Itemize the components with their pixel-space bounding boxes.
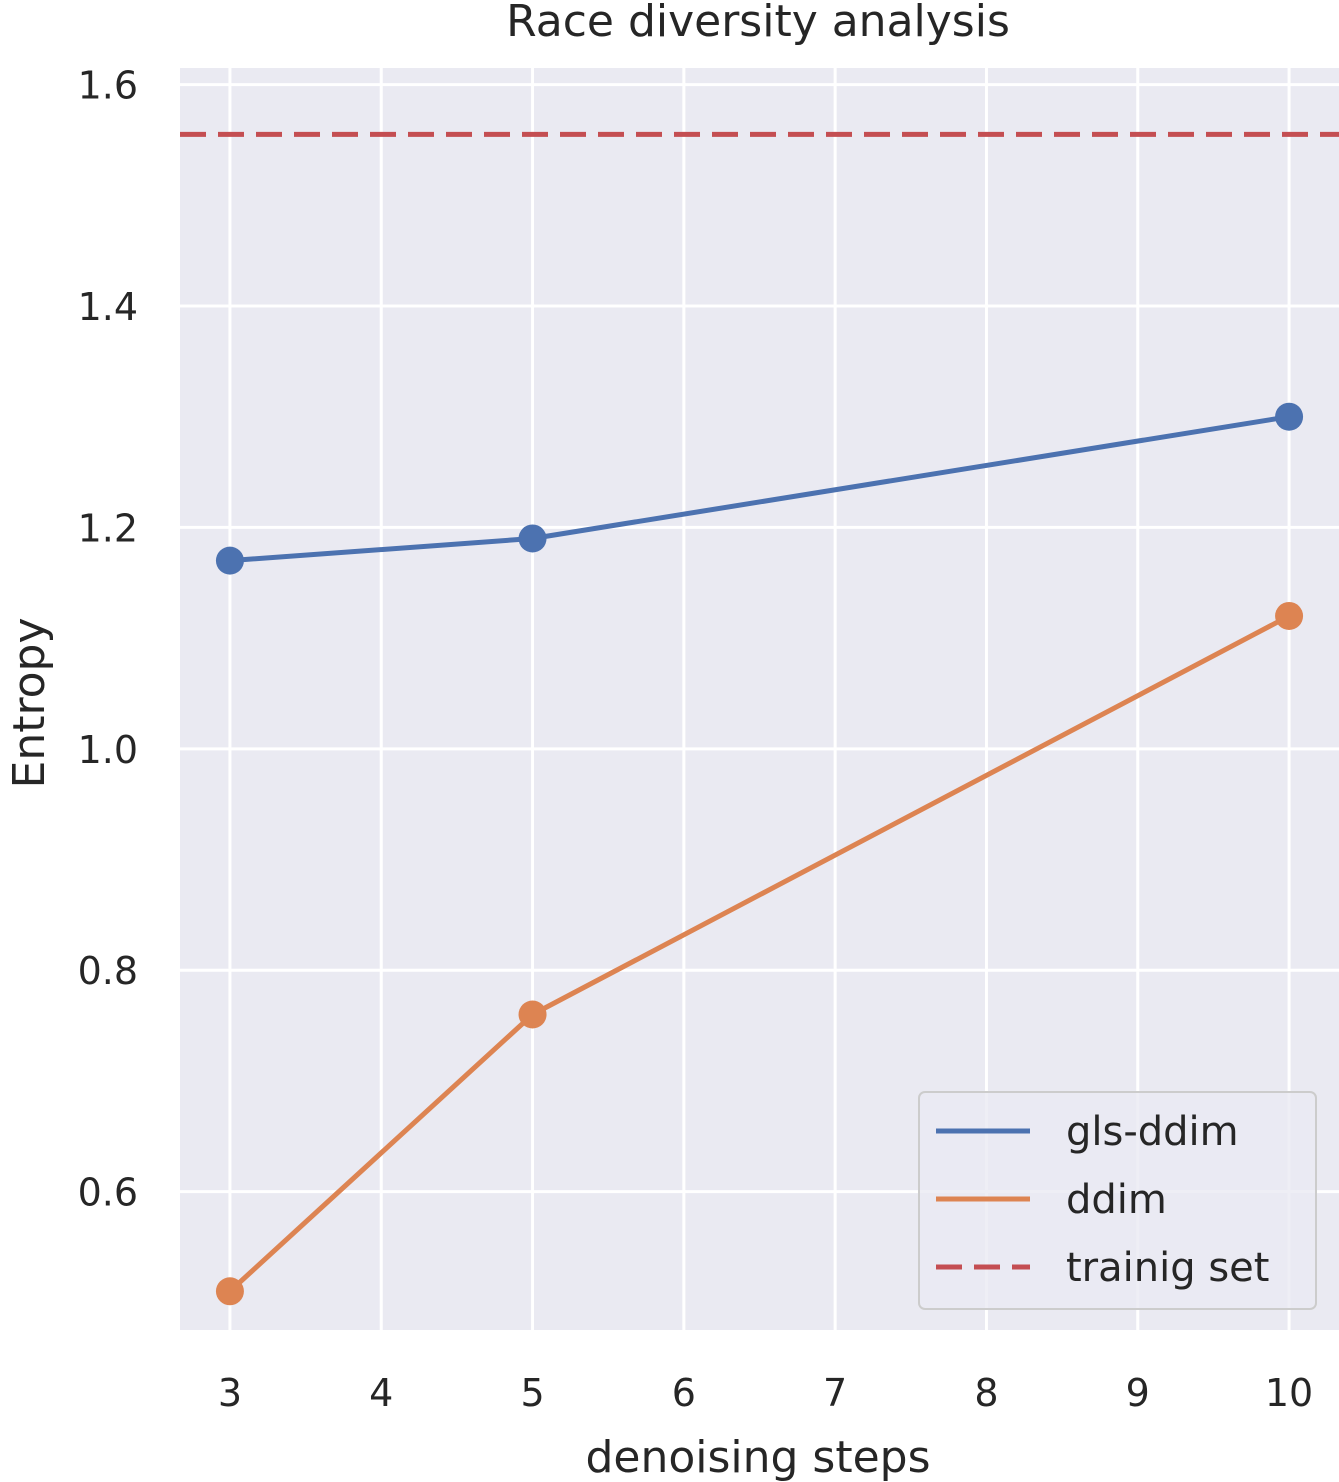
x-tick-label: 5 [520, 1371, 544, 1415]
y-tick-label: 1.0 [78, 728, 138, 772]
y-tick-label: 0.6 [78, 1171, 138, 1215]
series-group [215, 402, 1304, 1306]
y-tick-label: 1.6 [78, 64, 138, 108]
data-point-ddim [518, 1000, 547, 1029]
data-point-ddim [1275, 601, 1304, 630]
x-axis-label: denoising steps [585, 1432, 930, 1482]
data-point-ddim [215, 1277, 244, 1306]
y-tick-label: 0.8 [78, 949, 138, 993]
legend-label: trainig set [1066, 1245, 1269, 1291]
x-tick-label: 7 [823, 1371, 847, 1415]
legend: gls-ddim ddim trainig set [918, 1091, 1317, 1310]
data-point-gls-ddim [518, 524, 547, 553]
grid [180, 68, 1339, 1330]
x-tick-label: 10 [1265, 1371, 1313, 1415]
x-tick-label: 4 [369, 1371, 393, 1415]
x-tick-labels: 3 4 5 6 7 8 9 10 [218, 1371, 1313, 1415]
legend-box [918, 1091, 1317, 1310]
data-point-gls-ddim [1275, 402, 1304, 431]
y-axis-label: Entropy [4, 618, 55, 789]
x-tick-label: 3 [218, 1371, 242, 1415]
legend-label: gls-ddim [1066, 1109, 1239, 1155]
x-tick-label: 8 [974, 1371, 998, 1415]
y-tick-labels: 0.6 0.8 1.0 1.2 1.4 1.6 [78, 64, 138, 1215]
data-point-gls-ddim [215, 546, 244, 575]
y-tick-label: 1.2 [78, 506, 138, 550]
y-tick-label: 1.4 [78, 285, 138, 329]
x-tick-label: 9 [1126, 1371, 1150, 1415]
legend-label: ddim [1066, 1177, 1167, 1223]
x-tick-label: 6 [672, 1371, 696, 1415]
chart-title: Race diversity analysis [506, 0, 1010, 47]
